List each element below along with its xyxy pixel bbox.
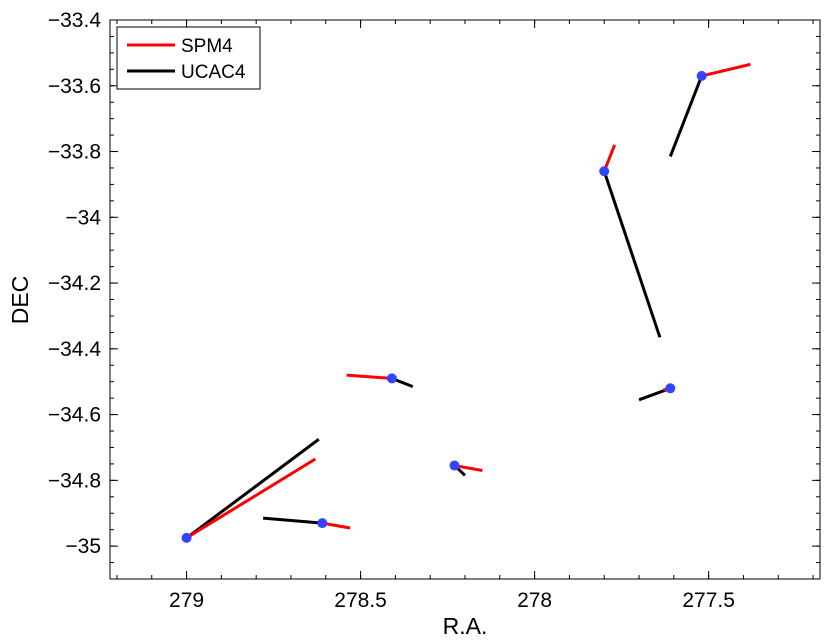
x-axis-ticks: 279 278.5 278 277.5 [116, 20, 814, 612]
spm4-vector-6 [701, 62, 751, 78]
y-tick-label: −34 [65, 206, 101, 229]
star-marker-5 [665, 383, 676, 394]
y-tick-label: −33.4 [48, 9, 101, 32]
star-marker-1 [317, 518, 328, 529]
spm4-vector-2 [346, 373, 393, 380]
y-tick-label: −33.8 [48, 141, 101, 164]
ucac4-vector-4 [602, 170, 662, 338]
x-axis-title: R.A. [443, 613, 488, 639]
star-markers [181, 70, 707, 543]
spm4-vector-0 [185, 457, 317, 540]
x-tick-label: 278 [517, 589, 552, 612]
x-tick-label: 277.5 [682, 589, 735, 612]
ucac4-vector-6 [668, 75, 704, 158]
y-axis-ticks: −33.4 −33.6 −33.8 −34 −34.2 −34.4 −34.6 −34.8 −3… [48, 9, 820, 580]
y-tick-label: −33.6 [48, 75, 101, 98]
x-tick-label: 279 [169, 589, 204, 612]
legend: SPM4 UCAC4 [116, 26, 261, 90]
star-marker-0 [181, 532, 192, 543]
y-tick-label: −34.2 [48, 272, 101, 295]
y-tick-label: −34.6 [48, 404, 101, 427]
x-tick-label: 278.5 [334, 589, 387, 612]
star-marker-3 [449, 460, 460, 471]
star-marker-6 [696, 70, 707, 81]
y-tick-label: −34.8 [48, 469, 101, 492]
y-tick-label: −34.4 [48, 338, 101, 361]
star-marker-2 [386, 373, 397, 384]
legend-box [116, 26, 261, 90]
y-tick-label: −35 [65, 535, 101, 558]
star-marker-4 [599, 166, 610, 177]
y-axis-title: DEC [7, 276, 33, 325]
ucac4-vector-1 [263, 516, 323, 525]
legend-label-ucac4: UCAC4 [181, 62, 246, 83]
ucac4-vector-0 [185, 438, 320, 540]
legend-label-spm4: SPM4 [181, 36, 233, 57]
